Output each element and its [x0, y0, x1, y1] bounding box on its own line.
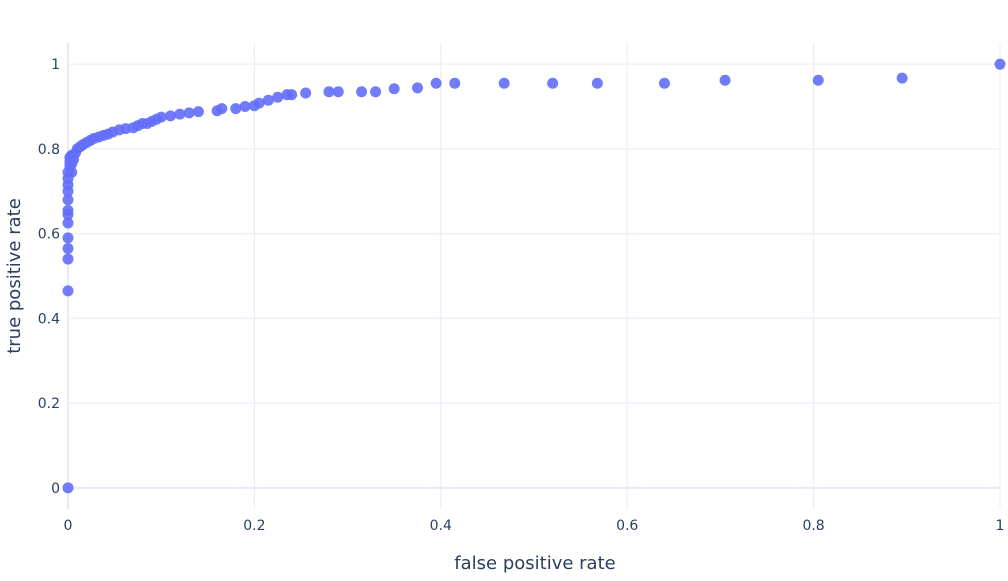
data-point[interactable]: [192, 106, 204, 118]
data-point[interactable]: [323, 86, 335, 98]
data-point[interactable]: [449, 77, 461, 89]
data-point[interactable]: [356, 86, 368, 98]
data-point[interactable]: [155, 111, 167, 123]
x-tick-label: 0.6: [616, 518, 638, 534]
y-axis-title: true positive rate: [4, 198, 25, 354]
data-point[interactable]: [183, 107, 195, 119]
data-point[interactable]: [412, 82, 423, 94]
data-point[interactable]: [174, 108, 186, 120]
data-point[interactable]: [719, 74, 731, 86]
data-point[interactable]: [62, 217, 74, 229]
x-tick-label: 0.2: [243, 518, 265, 534]
y-tick-labels: 0 0.2 0.4 0.6 0.8 1: [38, 57, 60, 497]
data-point[interactable]: [62, 285, 74, 297]
x-tick-labels: 0 0.2 0.4 0.6 0.8 1: [64, 518, 1005, 534]
data-point[interactable]: [62, 232, 74, 244]
data-point[interactable]: [498, 77, 510, 89]
data-point[interactable]: [430, 77, 442, 89]
data-point[interactable]: [62, 482, 74, 494]
y-tick-label: 0.8: [38, 142, 60, 158]
data-point[interactable]: [62, 242, 74, 254]
data-point[interactable]: [332, 86, 344, 98]
x-tick-label: 0.4: [430, 518, 452, 534]
data-point[interactable]: [62, 204, 74, 216]
x-tick-label: 1: [996, 518, 1005, 534]
y-tick-label: 0.4: [38, 311, 60, 327]
data-point[interactable]: [239, 101, 251, 113]
data-point[interactable]: [812, 74, 824, 86]
x-axis-title: false positive rate: [454, 553, 615, 574]
data-point[interactable]: [66, 166, 78, 178]
data-point[interactable]: [230, 103, 242, 115]
data-point[interactable]: [370, 86, 382, 98]
data-point[interactable]: [272, 91, 284, 103]
x-tick-label: 0: [64, 518, 73, 534]
y-tick-label: 1: [51, 57, 60, 73]
grid-layer: [67, 43, 1001, 509]
data-point[interactable]: [62, 194, 74, 206]
x-tick-label: 0.8: [802, 518, 824, 534]
data-point[interactable]: [896, 72, 908, 84]
y-tick-label: 0.6: [38, 227, 60, 243]
data-point[interactable]: [253, 97, 265, 109]
data-point[interactable]: [300, 87, 312, 99]
data-point[interactable]: [388, 83, 400, 95]
data-point[interactable]: [62, 253, 74, 265]
data-point[interactable]: [591, 77, 603, 89]
points-layer: [62, 58, 1006, 494]
y-tick-label: 0: [51, 481, 60, 497]
data-point[interactable]: [994, 58, 1006, 70]
data-point[interactable]: [547, 77, 559, 89]
data-point[interactable]: [165, 110, 177, 122]
data-point[interactable]: [286, 89, 298, 101]
data-point[interactable]: [658, 77, 670, 89]
data-point[interactable]: [262, 94, 274, 106]
y-tick-label: 0.2: [38, 396, 60, 412]
data-point[interactable]: [216, 103, 228, 115]
